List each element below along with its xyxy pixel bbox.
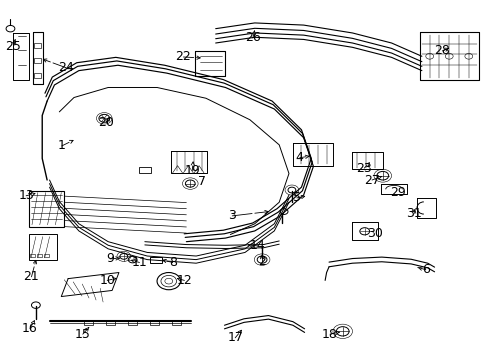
- Text: 4: 4: [296, 151, 304, 164]
- Bar: [30, 253, 35, 257]
- Text: 28: 28: [435, 44, 450, 57]
- Bar: [29, 191, 64, 226]
- Text: 14: 14: [250, 239, 266, 252]
- Bar: [37, 253, 42, 257]
- Bar: [150, 257, 162, 263]
- Text: 7: 7: [198, 175, 206, 188]
- Bar: [106, 320, 115, 325]
- Text: 1: 1: [58, 139, 66, 152]
- Text: 29: 29: [391, 186, 406, 199]
- Text: 5: 5: [293, 192, 301, 204]
- Text: 23: 23: [356, 162, 372, 175]
- Text: 21: 21: [24, 270, 39, 283]
- Text: 16: 16: [22, 322, 38, 335]
- Text: 19: 19: [184, 164, 200, 177]
- Text: 26: 26: [245, 31, 261, 45]
- Text: 24: 24: [58, 61, 74, 74]
- Text: 2: 2: [258, 255, 266, 268]
- Bar: [44, 253, 49, 257]
- Text: 18: 18: [322, 328, 338, 341]
- Text: 20: 20: [98, 116, 114, 129]
- Bar: [34, 58, 41, 63]
- Text: 22: 22: [175, 50, 191, 63]
- Text: 13: 13: [18, 189, 34, 202]
- Bar: [172, 320, 181, 325]
- Text: 30: 30: [367, 227, 383, 240]
- Text: 15: 15: [75, 328, 91, 341]
- Bar: [150, 320, 159, 325]
- Text: 9: 9: [106, 252, 114, 265]
- Text: 31: 31: [406, 207, 422, 220]
- Text: 17: 17: [227, 331, 243, 344]
- Bar: [34, 73, 41, 78]
- Bar: [34, 43, 41, 48]
- Text: 8: 8: [169, 256, 177, 269]
- Bar: [84, 320, 93, 325]
- Text: 11: 11: [132, 256, 147, 269]
- Text: 12: 12: [176, 274, 192, 287]
- Text: 3: 3: [228, 210, 236, 222]
- Bar: [128, 320, 137, 325]
- Bar: [140, 167, 151, 173]
- Text: 6: 6: [422, 263, 430, 276]
- Bar: [28, 234, 57, 260]
- Text: 25: 25: [5, 40, 22, 53]
- Text: 27: 27: [364, 174, 380, 186]
- Text: 10: 10: [99, 274, 115, 287]
